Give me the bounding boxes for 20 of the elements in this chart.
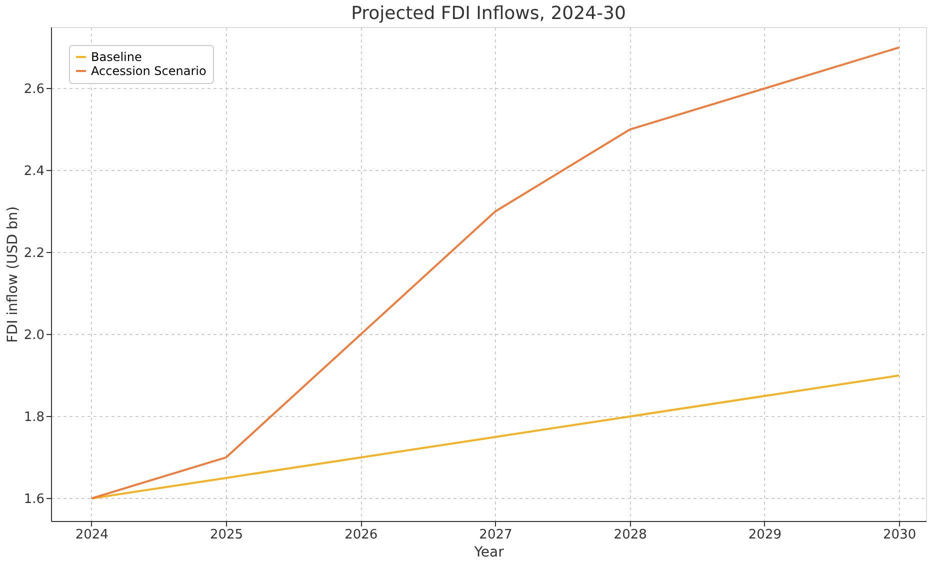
line-series [90, 46, 900, 500]
x-tick-label: 2030 [883, 528, 916, 542]
y-tick-label: 2.2 [24, 246, 44, 261]
x-tick-label: 2026 [344, 528, 378, 542]
x-axis-title: Year [473, 544, 504, 560]
y-axis-title: FDI inflow (USD bn) [4, 206, 21, 343]
legend-label: Baseline [91, 50, 142, 64]
x-tick-label: 2029 [748, 528, 782, 542]
y-tick-label: 1.8 [24, 410, 44, 425]
line-series [90, 374, 900, 500]
x-tick-label: 2027 [479, 528, 512, 542]
y-tick-label: 2.6 [24, 82, 44, 97]
y-tick-label: 2.4 [24, 164, 44, 179]
legend-label: Accession Scenario [91, 64, 206, 78]
x-tick-label: 2025 [210, 528, 244, 542]
x-tick-label: 2024 [75, 528, 108, 542]
chart-title: Projected FDI Inflows, 2024-30 [351, 3, 626, 24]
y-tick-label: 1.6 [24, 492, 44, 507]
y-tick-label: 2.0 [24, 328, 44, 343]
x-tick-label: 2028 [614, 528, 647, 542]
